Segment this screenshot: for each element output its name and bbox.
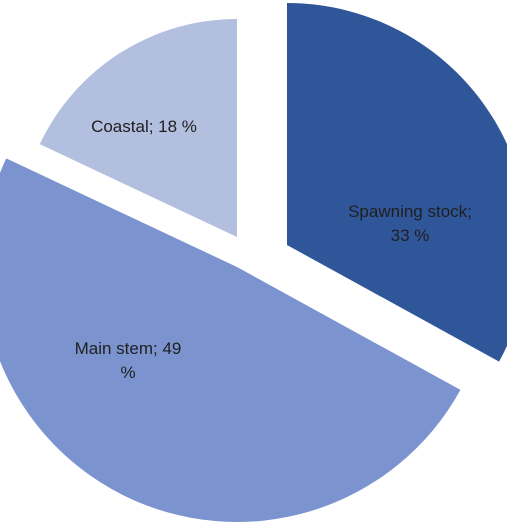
slice-main-stem-label-line: Main stem; 49 — [75, 339, 182, 358]
slice-main-stem — [0, 158, 461, 522]
slice-spawning-stock — [287, 3, 507, 362]
slice-main-stem-label-line: % — [120, 363, 135, 382]
slice-main-stem-label: Main stem; 49% — [75, 339, 182, 382]
slice-spawning-stock-label: Spawning stock; 33 % — [348, 202, 472, 245]
slice-coastal-label-line: Coastal; 18 % — [91, 117, 197, 136]
slice-coastal — [39, 18, 237, 237]
pie-labels: Spawning stock; 33 % Main stem; 49 % Coastal… — [75, 117, 472, 382]
pie-slices — [0, 3, 507, 522]
slice-spawning-stock-label-line: 33 % — [391, 226, 430, 245]
slice-spawning-stock-label-line: Spawning stock; — [348, 202, 472, 221]
slice-coastal-label: Coastal; 18 % — [91, 117, 197, 136]
